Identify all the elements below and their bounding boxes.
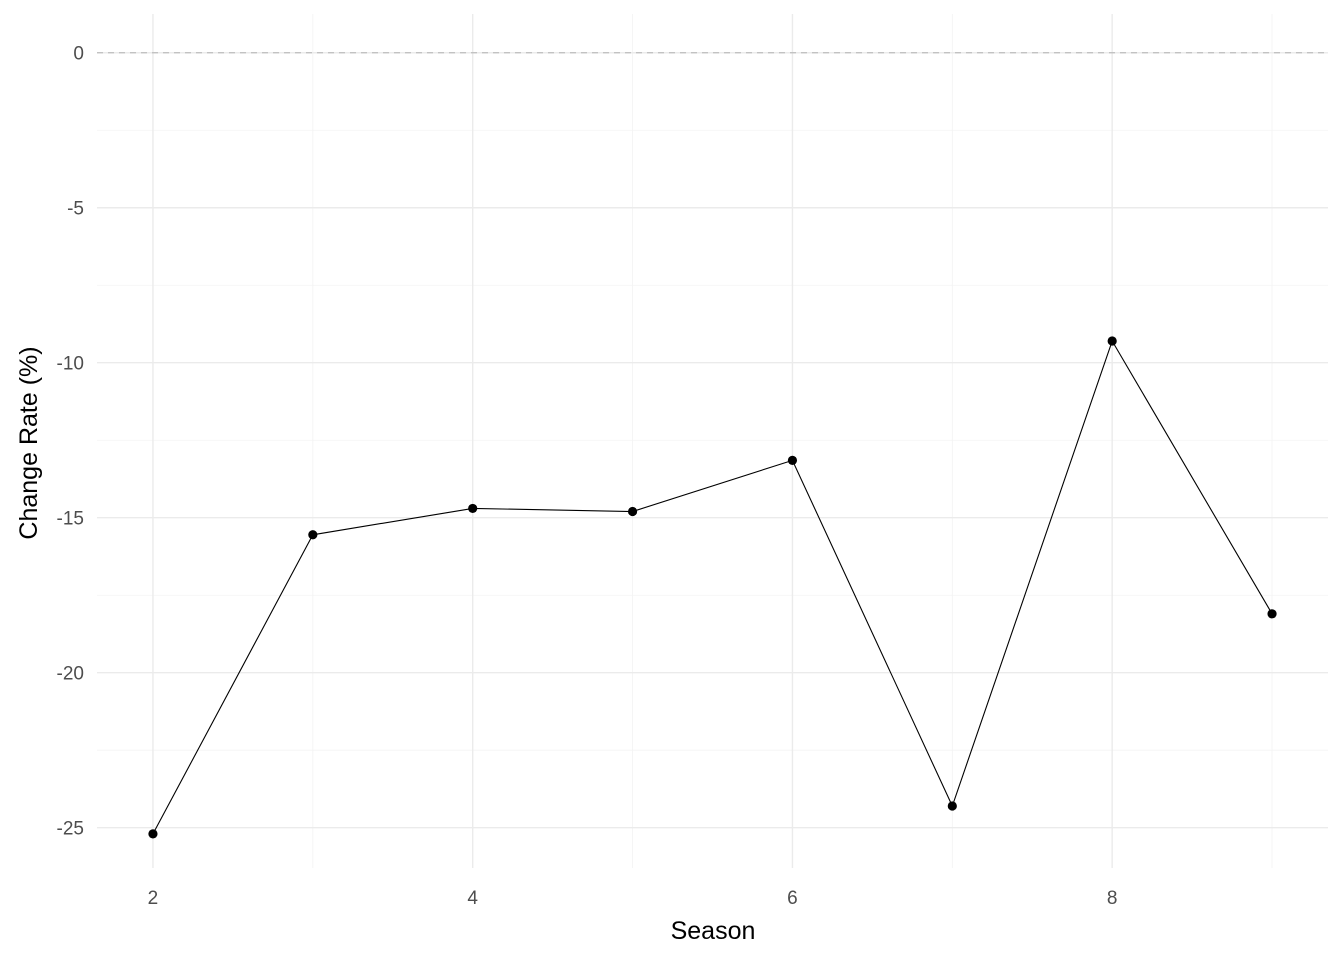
y-tick-label: 0 [73,44,84,65]
y-tick-label: -25 [57,819,84,840]
data-point [1107,336,1117,346]
data-point [1267,609,1277,619]
data-point [148,829,158,839]
y-tick-label: -10 [57,354,84,375]
series-line [152,339,1273,835]
x-tick-label: 4 [467,888,478,909]
x-tick-label: 8 [1107,888,1118,909]
data-point [787,455,798,465]
x-axis-tick-labels: 2 4 6 8 [148,888,1118,909]
minor-gridlines [97,14,1328,868]
x-axis-title: Season [671,917,756,945]
y-tick-label: -15 [57,509,84,530]
y-tick-label: -20 [57,664,84,685]
y-tick-label: -5 [67,199,84,220]
data-point [468,503,478,514]
x-tick-label: 2 [148,888,159,909]
data-points [148,336,1277,839]
y-axis-tick-labels: 0 -5 -10 -15 -20 -25 [57,44,84,840]
data-point [947,801,957,811]
data-point [627,506,638,517]
y-axis-title: Change Rate (%) [15,346,43,539]
data-point [308,530,318,540]
major-gridlines [97,14,1328,868]
x-tick-label: 6 [787,888,798,909]
